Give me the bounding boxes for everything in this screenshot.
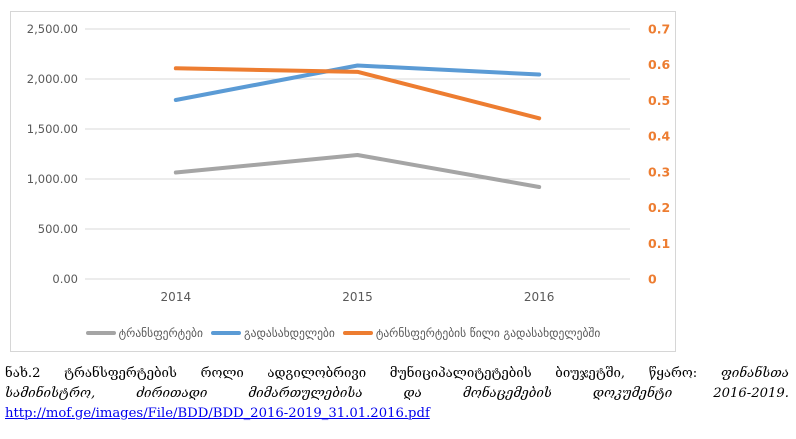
caption-line-1: ნახ.2 ტრანსფერტების როლი ადგილობრივი მუნ… (5, 364, 789, 384)
caption-source-start: ფინანსთა (720, 366, 789, 381)
y2-axis-tick-label: 0.7 (648, 22, 670, 37)
legend-item-transfers: ტრანსფერტები (85, 326, 203, 340)
y-axis-tick-label: 1,500.00 (27, 122, 78, 136)
legend-label: გადასახდელები (243, 326, 335, 340)
y2-axis-tick-label: 0.5 (648, 93, 670, 108)
x-axis-tick-label: 2016 (524, 290, 555, 304)
caption-line-2: სამინისტრო, ძირითადი მიმართულებისა და მო… (5, 386, 789, 401)
legend-line-sample-blue (210, 331, 241, 335)
y-axis-tick-label: 1,000.00 (27, 172, 78, 186)
series-line-0 (173, 153, 542, 189)
y2-axis-tick-label: 0.3 (648, 164, 670, 179)
legend-label: ტრანსფერტები (118, 326, 203, 340)
caption-line-3: http://mof.ge/images/File/BDD/BDD_2016-2… (5, 404, 789, 424)
source-pdf-link[interactable]: http://mof.ge/images/File/BDD/BDD_2016-2… (5, 406, 430, 421)
y-axis-tick-label: 500.00 (38, 222, 78, 236)
chart-area: 0.00 500.00 1,000.00 1,500.00 2,000.00 2,500.… (10, 11, 676, 352)
y2-axis-tick-label: 0 (648, 272, 657, 287)
x-axis-tick-label: 2015 (342, 290, 373, 304)
series-line-1 (173, 63, 542, 102)
caption-text: ნახ.2 ტრანსფერტების როლი ადგილობრივი მუნ… (5, 366, 698, 381)
y2-axis-tick-label: 0.6 (648, 57, 670, 72)
x-axis-tick-label: 2014 (161, 290, 192, 304)
legend-line-sample-orange (342, 331, 373, 335)
y2-axis-tick-label: 0.2 (648, 200, 670, 215)
y2-axis-tick-label: 0.4 (648, 129, 670, 144)
y2-axis-tick-label: 0.1 (648, 236, 670, 251)
series-line-2 (173, 66, 542, 121)
line-chart: 0.00 500.00 1,000.00 1,500.00 2,000.00 2,500.… (27, 22, 671, 305)
figure-caption: ნახ.2 ტრანსფერტების როლი ადგილობრივი მუნ… (5, 364, 789, 424)
y-axis-tick-label: 0.00 (52, 272, 78, 286)
legend-label: ტარნსფერტების წილი გადასახდელებში (375, 326, 601, 340)
legend-item-share: ტარნსფერტების წილი გადასახდელებში (342, 326, 601, 340)
legend-item-payables: გადასახდელები (210, 326, 335, 340)
y-axis-tick-label: 2,500.00 (27, 22, 78, 36)
chart-legend: ტრანსფერტები გადასახდელები ტარნსფერტების… (11, 322, 675, 344)
legend-line-sample-gray (85, 331, 116, 335)
y-axis-tick-label: 2,000.00 (27, 72, 78, 86)
